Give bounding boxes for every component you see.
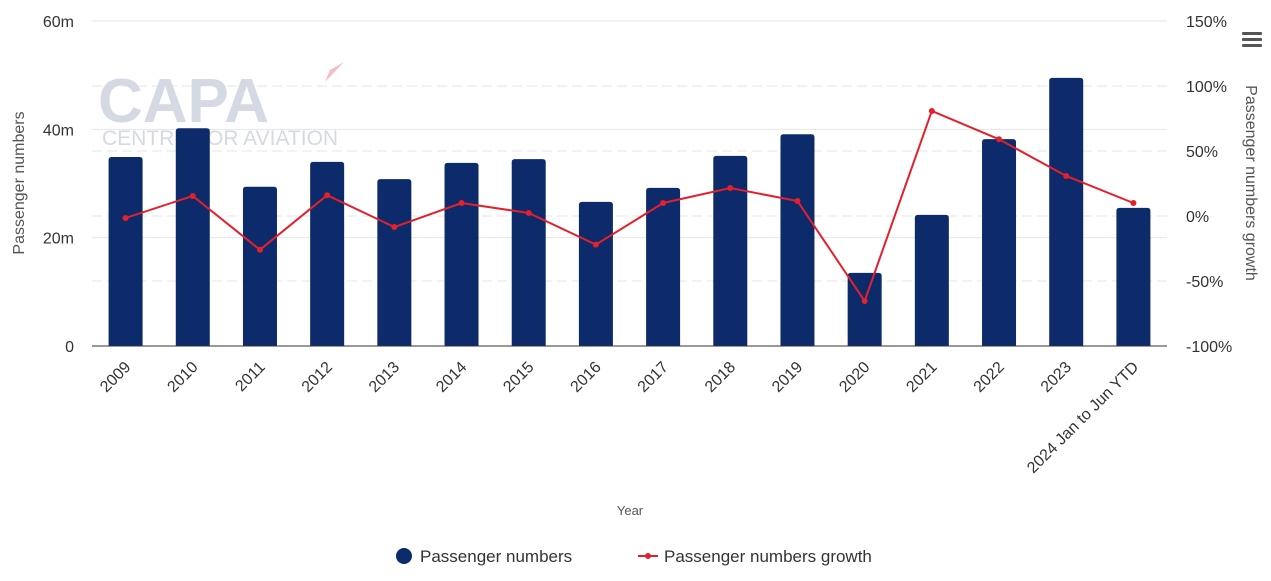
bar [1116,207,1151,346]
x-tick-label: 2012 [299,359,336,396]
svg-text:Passenger numbers growth: Passenger numbers growth [664,547,872,566]
y-tick-label: 60m [43,14,74,31]
y2-tick-label: 50% [1186,144,1218,161]
bar [377,179,412,346]
hamburger-icon[interactable] [1242,32,1262,47]
bar [578,201,613,346]
bar [646,187,681,346]
legend: Passenger numbers Passenger numbers grow… [396,547,872,566]
y2-tick-label: 150% [1186,14,1227,31]
x-axis-label: Year [617,503,644,518]
bar [175,128,210,346]
x-tick-label: 2014 [433,359,470,396]
y-tick-label: 20m [43,231,74,248]
svg-text:Passenger numbers: Passenger numbers [420,547,572,566]
x-tick-label: 2011 [232,359,268,395]
x-tick-label: 2009 [97,359,134,396]
x-tick-label: 2016 [568,359,605,396]
x-tick-label: 2020 [836,359,873,396]
legend-item-passenger-numbers[interactable]: Passenger numbers [396,547,572,566]
growth-point [660,200,667,206]
growth-line [125,109,1134,304]
growth-point [1063,172,1070,179]
y2-tick-label: 0% [1186,209,1209,226]
growth-point [996,136,1003,143]
x-tick-label: 2024 Jan to Jun YTD [1024,359,1142,477]
growth-point [189,192,196,199]
x-tick-label: 2010 [164,359,201,396]
x-tick-label: 2017 [635,359,672,396]
y-tick-label: 40m [43,122,74,139]
y-axis-label: Passenger numbers [11,111,28,254]
svg-text:CAPA: CAPA [98,67,269,136]
bar [713,155,748,346]
watermark-logo: CAPA CENTRE FOR AVIATION [98,62,344,150]
growth-point [861,298,868,305]
svg-text:CENTRE FOR AVIATION: CENTRE FOR AVIATION [102,127,338,150]
growth-point [727,185,734,192]
growth-point [928,107,935,114]
x-tick-label: 2021 [903,359,940,396]
bar [914,214,949,346]
growth-point [794,198,801,205]
x-tick-label: 2022 [971,359,1008,396]
bar [108,156,143,346]
y2-tick-label: -100% [1186,339,1232,356]
growth-point [525,210,532,217]
bar [780,134,815,346]
y2-tick-label: -50% [1186,274,1223,291]
x-tick-label: 2023 [1038,359,1075,396]
x-tick-label: 2015 [500,359,537,396]
growth-point [324,192,331,199]
bar [847,272,882,346]
growth-point [1130,200,1137,206]
bar [310,161,345,346]
bar [444,162,479,346]
bar [511,159,546,346]
growth-point [592,241,599,248]
legend-item-passenger-numbers-growth[interactable]: Passenger numbers growth [638,547,872,566]
y2-axis-label: Passenger numbers growth [1242,85,1259,281]
bar [982,139,1017,346]
x-tick-label: 2013 [366,359,403,396]
growth-point [391,224,398,231]
growth-point [458,200,465,206]
x-tick-label: 2018 [702,359,739,396]
growth-point [256,246,263,253]
growth-point [122,214,129,221]
y2-tick-label: 100% [1186,79,1227,96]
y-tick-label: 0 [65,339,74,356]
x-tick-label: 2019 [769,359,806,396]
bar [242,186,277,346]
bar [1049,77,1084,346]
